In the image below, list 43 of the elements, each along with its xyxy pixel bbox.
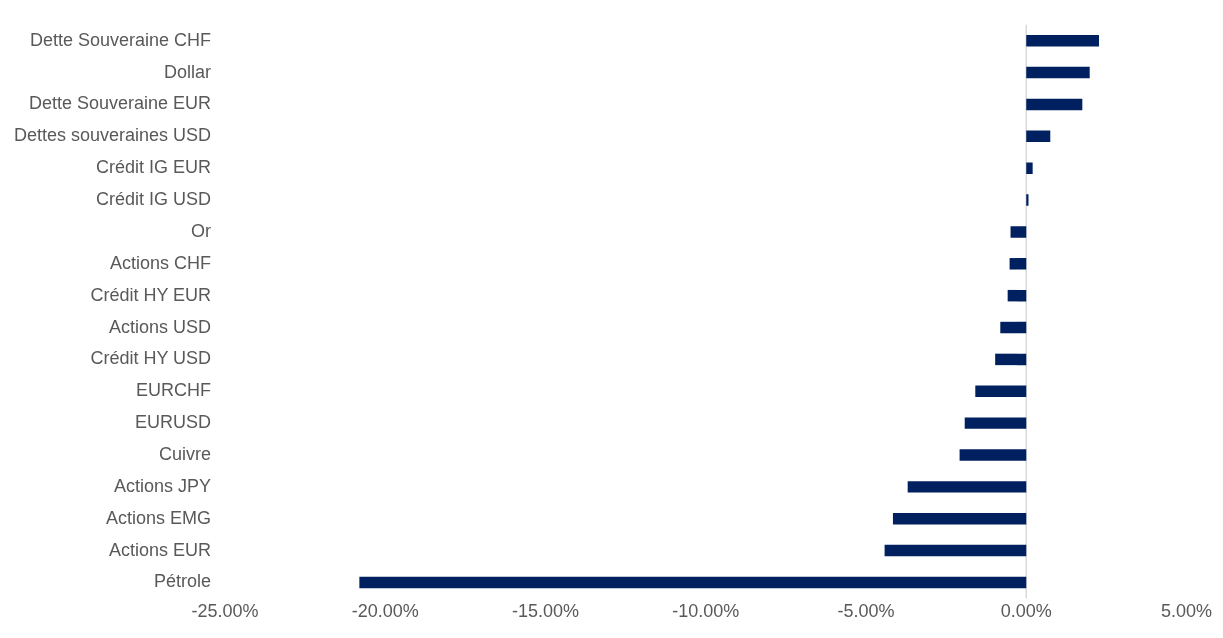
bar xyxy=(907,481,1027,493)
bar xyxy=(1026,162,1033,174)
bar xyxy=(959,449,1027,461)
bar xyxy=(964,417,1027,429)
x-tick-label: -25.00% xyxy=(191,601,259,622)
y-tick-label: Dette Souveraine EUR xyxy=(28,93,212,114)
bar xyxy=(995,353,1027,366)
y-tick-label: Or xyxy=(191,220,212,241)
y-tick-label: Dettes souveraines USD xyxy=(13,125,212,146)
y-tick-label: EURUSD xyxy=(135,412,212,433)
x-tick-label: -15.00% xyxy=(512,601,580,622)
y-tick-label: Crédit HY USD xyxy=(90,348,212,369)
y-tick-label: Crédit IG USD xyxy=(96,189,212,210)
y-tick-label: Crédit IG EUR xyxy=(96,157,212,178)
y-tick-label: Actions EUR xyxy=(109,539,212,560)
bar xyxy=(1000,321,1027,334)
bar xyxy=(1026,194,1029,206)
y-tick-label: Cuivre xyxy=(159,443,212,464)
y-tick-label: Actions USD xyxy=(109,316,212,337)
x-tick-label: 0.00% xyxy=(1000,601,1052,622)
bar xyxy=(1026,98,1083,111)
bar xyxy=(359,576,1027,589)
x-tick-label: 5.00% xyxy=(1160,601,1212,622)
x-tick-label: -20.00% xyxy=(351,601,419,622)
y-tick-label: Dollar xyxy=(164,61,212,82)
y-tick-label: Actions JPY xyxy=(114,475,212,496)
bar xyxy=(892,513,1027,525)
y-tick-label: Pétrole xyxy=(154,571,212,592)
y-tick-label: Crédit HY EUR xyxy=(90,284,212,305)
bar xyxy=(1026,66,1090,79)
y-tick-label: Actions EMG xyxy=(106,507,212,528)
bar xyxy=(884,544,1027,557)
y-tick-label: EURCHF xyxy=(136,380,212,401)
x-tick-label: -5.00% xyxy=(837,601,895,622)
bar xyxy=(1026,35,1099,47)
bar xyxy=(1026,130,1051,143)
bar xyxy=(975,385,1027,397)
y-tick-label: Actions CHF xyxy=(110,252,212,273)
bar xyxy=(1007,289,1027,302)
bar xyxy=(1010,226,1027,238)
bar xyxy=(1009,258,1027,270)
x-tick-label: -10.00% xyxy=(672,601,740,622)
y-tick-label: Dette Souveraine CHF xyxy=(29,29,212,50)
